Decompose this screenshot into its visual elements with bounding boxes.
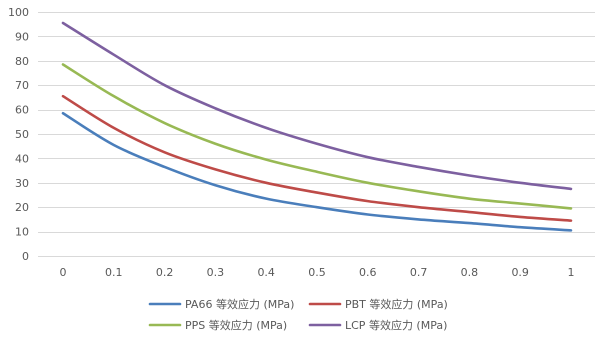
y-tick-label: 20	[15, 201, 29, 214]
y-tick-label: 90	[15, 30, 29, 43]
series-line-1	[61, 94, 573, 222]
series-lines	[61, 21, 573, 232]
y-tick-label: 30	[15, 177, 29, 190]
x-tick-label: 0.6	[359, 266, 377, 279]
legend: PA66 等效应力 (MPa) PBT 等效应力 (MPa) PPS 等效应力 (M…	[148, 297, 448, 332]
series-line-3	[61, 21, 573, 191]
x-tick-label: 0.5	[308, 266, 326, 279]
gridlines	[38, 12, 595, 257]
x-tick-label: 0.3	[207, 266, 225, 279]
x-tick-label: 0.9	[511, 266, 529, 279]
legend-label: LCP 等效应力 (MPa)	[345, 318, 447, 332]
series-line-2	[61, 63, 573, 210]
legend-item: PA66 等效应力 (MPa)	[148, 297, 294, 311]
x-tick-label: 1	[568, 266, 575, 279]
x-tick-label: 0.7	[410, 266, 428, 279]
y-tick-label: 40	[15, 152, 29, 165]
legend-label: PBT 等效应力 (MPa)	[345, 297, 448, 311]
x-axis-tick-labels: 0 0.1 0.2 0.3 0.4 0.5 0.6 0.7 0.8 0.9 1	[60, 266, 575, 279]
y-tick-label: 80	[15, 55, 29, 68]
legend-label: PA66 等效应力 (MPa)	[185, 297, 294, 311]
y-tick-label: 70	[15, 79, 29, 92]
x-tick-label: 0.2	[156, 266, 174, 279]
y-tick-label: 50	[15, 128, 29, 141]
legend-item: PBT 等效应力 (MPa)	[308, 297, 448, 311]
x-tick-label: 0.8	[461, 266, 479, 279]
y-tick-label: 100	[8, 6, 29, 19]
y-tick-label: 10	[15, 226, 29, 239]
x-tick-label: 0	[60, 266, 67, 279]
legend-label: PPS 等效应力 (MPa)	[185, 318, 287, 332]
series-line-0	[61, 111, 573, 232]
legend-item: PPS 等效应力 (MPa)	[148, 318, 287, 332]
y-axis-tick-labels: 0 10 20 30 40 50 60 70 80 90 100	[8, 6, 29, 263]
y-tick-label: 60	[15, 104, 29, 117]
x-tick-label: 0.1	[105, 266, 123, 279]
y-tick-label: 0	[22, 250, 29, 263]
legend-item: LCP 等效应力 (MPa)	[308, 318, 447, 332]
x-tick-label: 0.4	[257, 266, 275, 279]
